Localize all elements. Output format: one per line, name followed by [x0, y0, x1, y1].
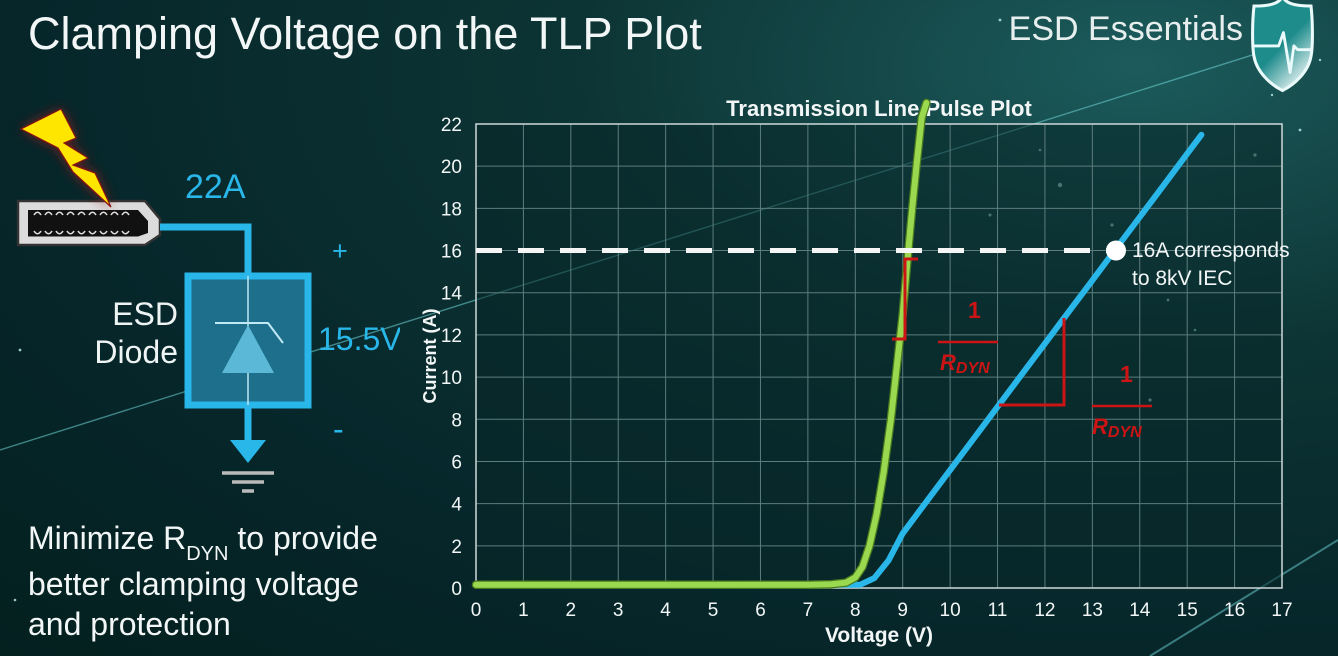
svg-text:4: 4 — [451, 495, 462, 516]
svg-text:1: 1 — [1120, 361, 1133, 387]
svg-text:8: 8 — [850, 600, 861, 621]
svg-text:10: 10 — [441, 368, 462, 389]
svg-text:Current (A): Current (A) — [420, 309, 440, 404]
svg-text:20: 20 — [441, 157, 462, 178]
svg-text:to 8kV IEC: to 8kV IEC — [1132, 267, 1232, 290]
svg-text:16A corresponds: 16A corresponds — [1132, 239, 1290, 262]
svg-text:3: 3 — [613, 600, 624, 621]
svg-text:4: 4 — [660, 600, 671, 621]
svg-text:15.5V: 15.5V — [318, 321, 400, 357]
svg-text:17: 17 — [1271, 600, 1292, 621]
svg-text:-: - — [333, 411, 344, 447]
svg-text:12: 12 — [1034, 600, 1055, 621]
svg-text:11: 11 — [988, 600, 1008, 621]
svg-text:22A: 22A — [185, 168, 246, 206]
svg-text:14: 14 — [441, 284, 463, 305]
svg-text:2: 2 — [451, 537, 462, 558]
svg-text:16: 16 — [441, 242, 462, 263]
svg-text:9: 9 — [897, 600, 908, 621]
svg-text:18: 18 — [441, 199, 462, 220]
svg-text:2: 2 — [566, 600, 577, 621]
svg-text:1: 1 — [518, 600, 529, 621]
svg-text:7: 7 — [803, 600, 814, 621]
svg-text:Voltage (V): Voltage (V) — [825, 624, 933, 647]
svg-text:+: + — [332, 236, 348, 266]
svg-text:10: 10 — [940, 600, 961, 621]
svg-text:15: 15 — [1177, 600, 1198, 621]
svg-text:1: 1 — [968, 297, 981, 323]
svg-text:22: 22 — [441, 115, 462, 136]
svg-text:0: 0 — [451, 579, 462, 600]
svg-text:Transmission Line Pulse Plo: Transmission Line Pulse Plot — [726, 96, 1032, 121]
svg-text:14: 14 — [1129, 600, 1151, 621]
svg-text:8: 8 — [451, 410, 462, 431]
svg-text:16: 16 — [1224, 600, 1245, 621]
svg-text:12: 12 — [441, 326, 462, 347]
svg-text:Diode: Diode — [94, 334, 178, 370]
svg-text:13: 13 — [1082, 600, 1103, 621]
svg-text:0: 0 — [471, 600, 482, 621]
svg-text:6: 6 — [755, 600, 766, 621]
svg-text:5: 5 — [708, 600, 719, 621]
svg-text:ESD: ESD — [112, 296, 178, 332]
svg-text:6: 6 — [451, 453, 462, 474]
